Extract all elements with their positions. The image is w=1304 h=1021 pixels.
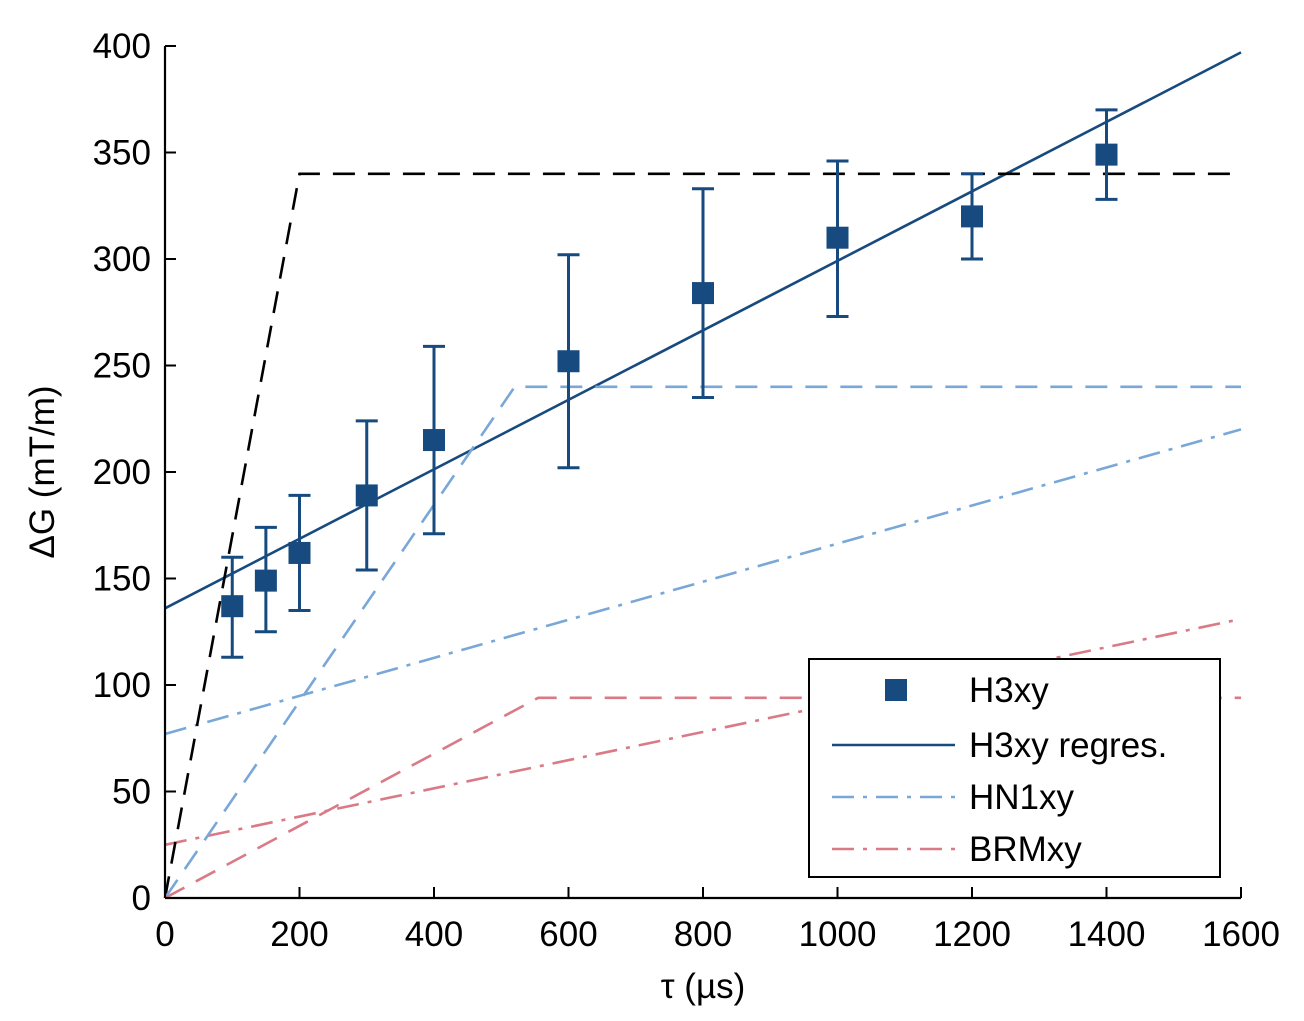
- y-tick-label: 150: [93, 560, 151, 599]
- data-point: [1095, 143, 1118, 166]
- x-tick-label: 1600: [1202, 915, 1280, 954]
- legend-label-h3xy: H3xy: [969, 671, 1049, 710]
- y-tick-label: 50: [112, 773, 151, 812]
- y-tick-label: 400: [93, 27, 151, 66]
- x-tick-label: 1200: [933, 915, 1011, 954]
- data-point: [254, 569, 277, 592]
- axes-layer: 0 200 400 600 800 1000 1200 1400 1600 0 50 100 150 20…: [93, 27, 1280, 954]
- legend-label-hn1xy: HN1xy: [969, 778, 1075, 817]
- y-tick-label: 0: [132, 879, 151, 918]
- data-point: [826, 226, 849, 249]
- x-tick-label: 800: [674, 915, 732, 954]
- x-axis-label: τ (µs): [661, 967, 746, 1006]
- legend-box: [808, 658, 1221, 878]
- legend: H3xy H3xy regres. HN1xy BRMxy: [808, 658, 1221, 878]
- x-tick-label: 0: [155, 915, 174, 954]
- series-line-h3xy-limit: [163, 172, 1241, 899]
- y-tick-label: 250: [93, 347, 151, 386]
- series-line-hn1xy: [164, 428, 1242, 736]
- x-tick-label: 600: [539, 915, 597, 954]
- y-tick-label: 350: [93, 134, 151, 173]
- y-axis-label: ΔG (mT/m): [23, 385, 62, 558]
- data-point: [221, 595, 244, 618]
- data-point: [692, 282, 714, 305]
- x-tick-label: 1000: [799, 915, 877, 954]
- data-point: [961, 205, 983, 228]
- series-line-brmxy: [164, 617, 1242, 847]
- data-point: [288, 541, 311, 564]
- y-tick-label: 300: [93, 240, 151, 279]
- series-line-hn1xy-limit: [163, 385, 1241, 899]
- legend-marker-h3xy: [885, 679, 907, 701]
- y-tick-label: 200: [93, 453, 151, 492]
- y-tick-label: 100: [93, 666, 151, 705]
- legend-label-h3xy-regres-: H3xy regres.: [969, 726, 1167, 765]
- x-tick-label: 400: [405, 915, 463, 954]
- data-point: [423, 429, 445, 452]
- data-point: [557, 350, 580, 373]
- legend-label-brmxy: BRMxy: [969, 830, 1082, 869]
- x-tick-label: 200: [270, 915, 328, 954]
- data-point: [355, 484, 378, 507]
- x-tick-label: 1400: [1068, 915, 1146, 954]
